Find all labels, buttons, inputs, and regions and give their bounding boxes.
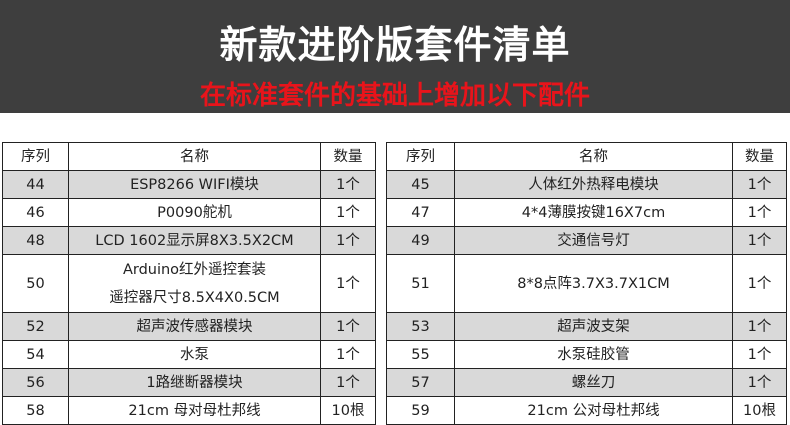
row-name: P0090舵机	[68, 198, 321, 227]
table-row: 51 8*8点阵3.7X3.7X1CM 1个	[386, 254, 787, 313]
row-qty: 1个	[732, 254, 787, 313]
row-name: 8*8点阵3.7X3.7X1CM	[454, 254, 733, 313]
column-header-index: 序列	[2, 142, 69, 171]
row-index: 47	[386, 198, 455, 227]
table-row: 55 水泵硅胶管 1个	[386, 340, 787, 369]
row-qty: 1个	[732, 340, 787, 369]
table-row: 58 21cm 母对母杜邦线 10根	[2, 396, 376, 425]
row-index: 57	[386, 368, 455, 397]
row-name: 人体红外热释电模块	[454, 170, 733, 199]
row-qty: 1个	[732, 312, 787, 341]
column-header-name: 名称	[454, 142, 733, 171]
table-header-row: 序列 名称 数量	[2, 142, 376, 171]
column-header-qty: 数量	[320, 142, 376, 171]
row-index: 55	[386, 340, 455, 369]
row-name: Arduino红外遥控套装 遥控器尺寸8.5X4X0.5CM	[68, 254, 321, 313]
row-qty: 1个	[320, 226, 376, 255]
table-row: 44 ESP8266 WIFI模块 1个	[2, 170, 376, 199]
row-name: 21cm 公对母杜邦线	[454, 396, 733, 425]
table-row: 52 超声波传感器模块 1个	[2, 312, 376, 341]
header-banner: 新款进阶版套件清单 在标准套件的基础上增加以下配件	[0, 0, 790, 113]
row-qty: 1个	[320, 198, 376, 227]
row-qty: 10根	[732, 396, 787, 425]
row-index: 58	[2, 396, 69, 425]
row-qty: 10根	[320, 396, 376, 425]
row-name: 超声波支架	[454, 312, 733, 341]
row-index: 48	[2, 226, 69, 255]
table-header-row: 序列 名称 数量	[386, 142, 787, 171]
row-qty: 1个	[732, 198, 787, 227]
row-name: 1路继断器模块	[68, 368, 321, 397]
row-qty: 1个	[320, 340, 376, 369]
row-qty: 1个	[320, 170, 376, 199]
row-index: 44	[2, 170, 69, 199]
row-index: 46	[2, 198, 69, 227]
row-index: 49	[386, 226, 455, 255]
right-parts-table: 序列 名称 数量 45 人体红外热释电模块 1个 47 4*4薄膜按键16X7cm 1个 4…	[386, 142, 787, 425]
row-name: 水泵	[68, 340, 321, 369]
table-row: 48 LCD 1602显示屏8X3.5X2CM 1个	[2, 226, 376, 255]
row-name: 21cm 母对母杜邦线	[68, 396, 321, 425]
row-name: 4*4薄膜按键16X7cm	[454, 198, 733, 227]
table-row: 56 1路继断器模块 1个	[2, 368, 376, 397]
table-row: 49 交通信号灯 1个	[386, 226, 787, 255]
table-row: 59 21cm 公对母杜邦线 10根	[386, 396, 787, 425]
row-index: 52	[2, 312, 69, 341]
row-qty: 1个	[732, 170, 787, 199]
column-header-qty: 数量	[732, 142, 787, 171]
row-index: 45	[386, 170, 455, 199]
page-subtitle: 在标准套件的基础上增加以下配件	[199, 81, 590, 111]
column-header-index: 序列	[386, 142, 455, 171]
table-row: 47 4*4薄膜按键16X7cm 1个	[386, 198, 787, 227]
row-index: 54	[2, 340, 69, 369]
row-name: 超声波传感器模块	[68, 312, 321, 341]
row-index: 50	[2, 254, 69, 313]
row-name: 交通信号灯	[454, 226, 733, 255]
row-name: ESP8266 WIFI模块	[68, 170, 321, 199]
table-row: 50 Arduino红外遥控套装 遥控器尺寸8.5X4X0.5CM 1个	[2, 254, 376, 313]
row-index: 51	[386, 254, 455, 313]
table-row: 57 螺丝刀 1个	[386, 368, 787, 397]
table-row: 45 人体红外热释电模块 1个	[386, 170, 787, 199]
row-index: 56	[2, 368, 69, 397]
row-index: 59	[386, 396, 455, 425]
row-name: 水泵硅胶管	[454, 340, 733, 369]
row-qty: 1个	[320, 312, 376, 341]
row-qty: 1个	[320, 254, 376, 313]
row-name: LCD 1602显示屏8X3.5X2CM	[68, 226, 321, 255]
table-row: 54 水泵 1个	[2, 340, 376, 369]
row-name-line-1: Arduino红外遥控套装	[122, 261, 267, 278]
left-parts-table: 序列 名称 数量 44 ESP8266 WIFI模块 1个 46 P0090舵机 1个 48…	[2, 142, 376, 425]
row-qty: 1个	[320, 368, 376, 397]
row-name: 螺丝刀	[454, 368, 733, 397]
page-title: 新款进阶版套件清单	[219, 23, 571, 67]
column-header-name: 名称	[68, 142, 321, 171]
row-name-line-2: 遥控器尺寸8.5X4X0.5CM	[109, 289, 280, 306]
row-qty: 1个	[732, 368, 787, 397]
row-index: 53	[386, 312, 455, 341]
row-qty: 1个	[732, 226, 787, 255]
table-row: 53 超声波支架 1个	[386, 312, 787, 341]
table-row: 46 P0090舵机 1个	[2, 198, 376, 227]
